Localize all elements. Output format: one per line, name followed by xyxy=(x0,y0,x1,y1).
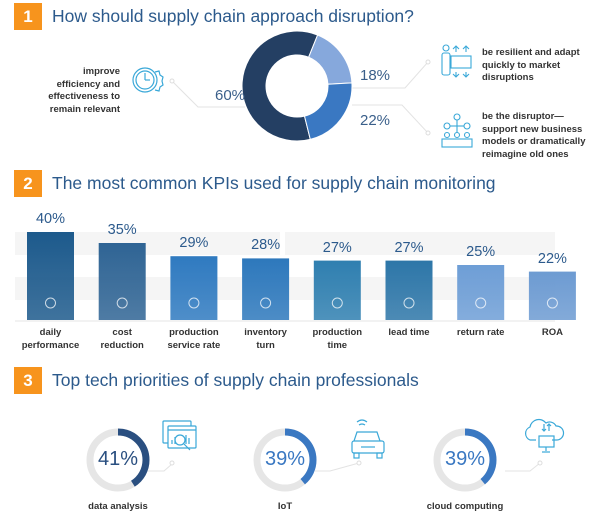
bar-category-line: production xyxy=(169,327,219,338)
connector-dot xyxy=(425,59,431,65)
growth-bars-icon xyxy=(188,297,200,309)
bar-category-label: ROA xyxy=(512,326,592,339)
bar-category-line: turn xyxy=(256,340,275,351)
bar-roa xyxy=(528,271,576,320)
bar-daily-performance xyxy=(27,232,74,320)
bar-category-label: lead time xyxy=(369,326,449,339)
grid-band xyxy=(285,232,555,255)
gear-conveyor-icon xyxy=(331,297,343,309)
legend-text-efficiency: improve efficiency and effectiveness to … xyxy=(48,66,120,115)
bar-value-label: 27% xyxy=(394,239,424,256)
bar-inventory-turn xyxy=(242,258,290,320)
section-1-title: How should supply chain approach disrupt… xyxy=(52,6,414,26)
bar-category-line: cost xyxy=(112,327,132,338)
connector-dot xyxy=(356,460,362,466)
bar-value-label: 28% xyxy=(251,237,281,254)
ring-progress-cloud-computing xyxy=(433,428,497,492)
section-3-title: Top tech priorities of supply chain prof… xyxy=(52,370,419,390)
bar-value-label: 22% xyxy=(537,250,567,267)
grid-band xyxy=(15,232,280,255)
money-network-icon xyxy=(546,297,558,309)
connector-line xyxy=(505,462,541,472)
bar-category-line: ROA xyxy=(541,327,563,338)
slice-value-60: 60% xyxy=(215,87,246,104)
connector-line-60 xyxy=(171,80,245,108)
bar-value-label: 40% xyxy=(35,211,66,227)
piggy-bank-icon xyxy=(116,297,128,309)
bar-category-line: daily xyxy=(39,327,62,338)
bar-category-line: return rate xyxy=(456,327,505,338)
bar-production-service-rate xyxy=(170,256,218,320)
section-1-badge: 1 xyxy=(14,3,42,30)
grid-band xyxy=(15,277,285,300)
ring-progress-iot xyxy=(253,428,317,492)
ring-value: 41% xyxy=(97,448,139,470)
speedometer-gear-icon xyxy=(45,297,56,309)
bar-category-label: return rate xyxy=(441,326,521,339)
team-network-icon xyxy=(441,113,473,148)
coin-cycle-icon xyxy=(475,297,487,309)
bar-category-line: time xyxy=(327,340,348,351)
bar-category-label: cost reduction xyxy=(82,326,162,352)
flowchart-icon xyxy=(260,297,272,309)
connector-line xyxy=(315,462,360,472)
connector-dot xyxy=(169,460,175,466)
bar-category-line: performance xyxy=(21,340,80,351)
slice-value-18: 18% xyxy=(360,67,391,84)
bar-production-time xyxy=(313,260,361,320)
connector-dot xyxy=(425,130,431,136)
bar-category-label: production service rate xyxy=(154,326,234,352)
bar-value-label: 27% xyxy=(322,239,352,256)
bar-category-line: reduction xyxy=(100,340,144,351)
bar-value-label: 35% xyxy=(107,222,137,238)
ring-progress-data-analysis xyxy=(86,428,150,492)
bar-category-label: daily performance xyxy=(11,326,91,352)
connector-line-22 xyxy=(352,104,429,134)
cloud-computer-icon xyxy=(525,418,565,453)
clock-gear-icon xyxy=(132,67,164,93)
bar-value-label: 29% xyxy=(179,235,209,252)
section-3-badge: 3 xyxy=(14,367,42,394)
bar-category-line: service rate xyxy=(167,340,221,351)
legend-text-resilient: be resilient and adapt quickly to market… xyxy=(482,47,580,83)
connector-line xyxy=(148,463,173,472)
connected-car-icon xyxy=(351,419,385,459)
ring-label: cloud computing xyxy=(426,501,504,512)
bar-category-line: lead time xyxy=(388,327,430,338)
ring-label: IoT xyxy=(277,501,293,512)
slice-value-22: 22% xyxy=(360,112,391,129)
connector-dot xyxy=(537,460,543,466)
section-2-badge: 2 xyxy=(14,170,42,197)
bar-value-label: 25% xyxy=(466,244,496,260)
legend-text-disruptor: be the disruptor—support new business mo… xyxy=(482,111,586,160)
bar-category-line: production xyxy=(312,327,363,338)
bar-category-line: inventory xyxy=(244,327,287,338)
bar-cost-reduction xyxy=(98,243,146,320)
bar-return-rate xyxy=(457,265,505,320)
stopwatch-icon xyxy=(403,297,415,309)
donut-slice-22 xyxy=(303,82,353,140)
bar-category-label: inventory turn xyxy=(226,326,306,352)
ring-value: 39% xyxy=(444,448,486,470)
connector-dot xyxy=(169,78,175,84)
bar-lead-time xyxy=(385,260,433,320)
section-2-title: The most common KPIs used for supply cha… xyxy=(52,173,496,193)
donut-slice-60 xyxy=(241,30,319,142)
ring-value: 39% xyxy=(264,448,306,470)
ring-label: data analysis xyxy=(88,501,148,512)
connector-line-18 xyxy=(352,61,429,89)
data-analysis-icon xyxy=(162,420,197,451)
bar-category-label: production time xyxy=(297,326,377,352)
person-adjust-icon xyxy=(441,44,472,78)
